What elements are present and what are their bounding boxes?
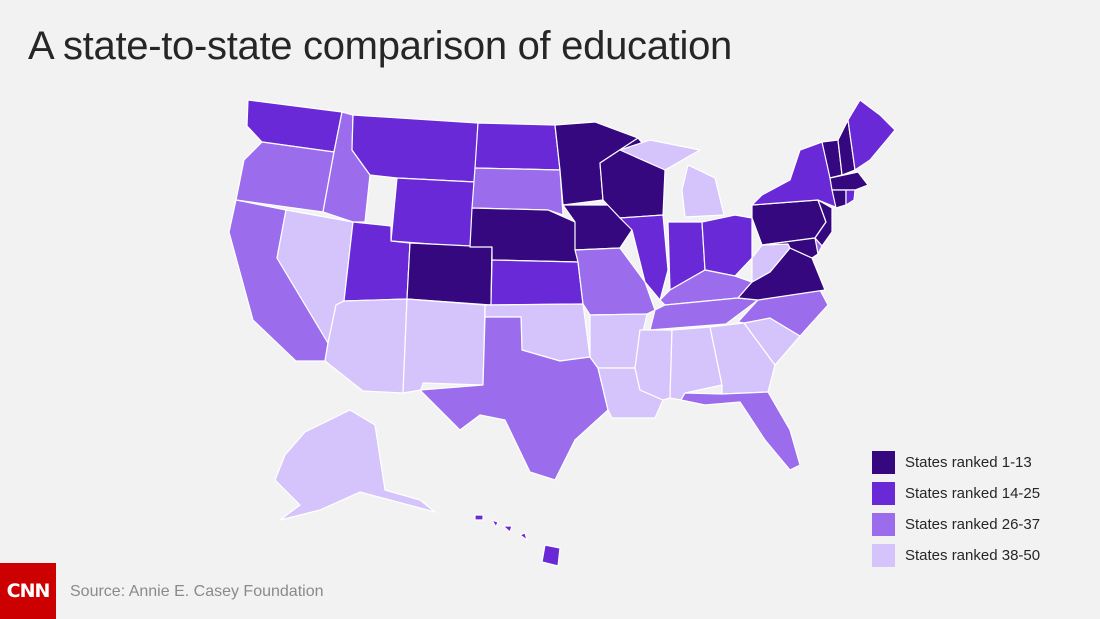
state-ak[interactable] xyxy=(274,409,436,521)
state-tx[interactable] xyxy=(419,316,609,481)
legend-label-tier3: States ranked 26-37 xyxy=(905,516,1041,533)
state-md[interactable] xyxy=(761,237,819,259)
state-ks[interactable] xyxy=(490,259,584,306)
legend-swatch-tier3 xyxy=(872,513,895,536)
legend-item-tier1: States ranked 1-13 xyxy=(872,450,1040,475)
state-ma[interactable] xyxy=(829,171,869,191)
legend: States ranked 1-13 States ranked 14-25 S… xyxy=(872,450,1040,574)
state-wy[interactable] xyxy=(390,177,476,248)
state-mi[interactable] xyxy=(619,139,725,218)
state-nd[interactable] xyxy=(474,122,561,171)
legend-item-tier4: States ranked 38-50 xyxy=(872,543,1040,568)
state-ri[interactable] xyxy=(845,189,856,206)
state-az[interactable] xyxy=(324,298,408,394)
state-mt[interactable] xyxy=(351,114,479,183)
legend-item-tier2: States ranked 14-25 xyxy=(872,481,1040,506)
legend-label-tier2: States ranked 14-25 xyxy=(905,485,1041,502)
legend-swatch-tier1 xyxy=(872,451,895,474)
source-note: Source: Annie E. Casey Foundation xyxy=(70,583,324,600)
state-fl[interactable] xyxy=(680,391,801,471)
state-nm[interactable] xyxy=(402,298,486,394)
legend-swatch-tier2 xyxy=(872,482,895,505)
state-ms[interactable] xyxy=(634,329,673,401)
state-oh[interactable] xyxy=(701,214,753,277)
state-me[interactable] xyxy=(847,99,896,171)
legend-swatch-tier4 xyxy=(872,544,895,567)
state-hi[interactable] xyxy=(474,514,561,567)
cnn-logo[interactable]: CNN xyxy=(0,563,56,619)
legend-label-tier4: States ranked 38-50 xyxy=(905,547,1041,564)
state-or[interactable] xyxy=(235,141,335,213)
legend-label-tier1: States ranked 1-13 xyxy=(905,454,1032,471)
legend-item-tier3: States ranked 26-37 xyxy=(872,512,1040,537)
state-co[interactable] xyxy=(406,242,493,306)
state-sd[interactable] xyxy=(471,167,564,216)
map-title: A state-to-state comparison of education xyxy=(28,24,732,68)
